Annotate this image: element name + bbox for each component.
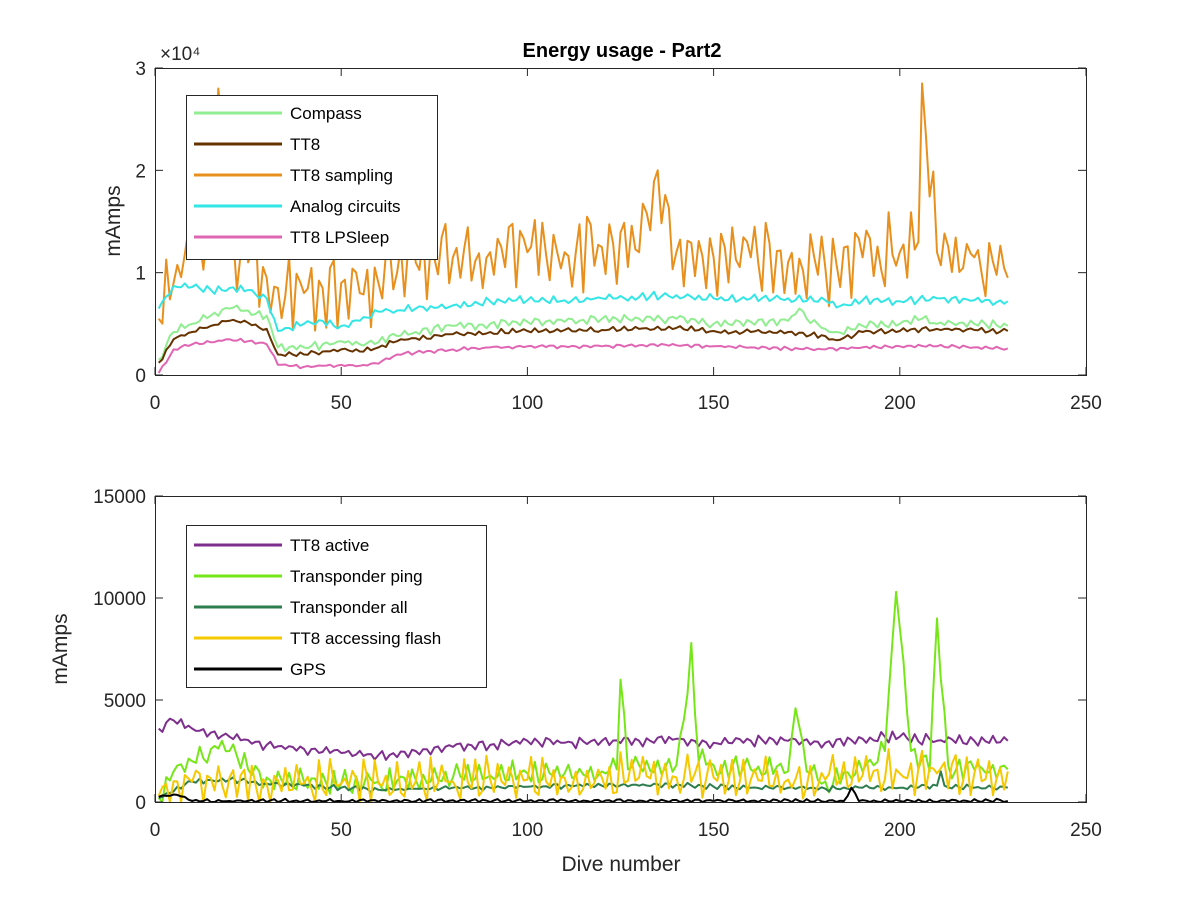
top-axes-box [155,68,1087,376]
top-legend-label-tt8: TT8 [290,135,320,154]
bottom-legend-label-transponder-all: Transponder all [290,598,408,617]
top-y-tick-label: 3 [135,59,146,80]
bottom-series-group [157,590,1009,803]
top-series-line-tt8 [158,318,1009,364]
bottom-y-axis-label: mAmps [49,613,72,684]
bottom-x-tick-label: 50 [331,820,352,841]
bottom-x-tick-label: 250 [1070,820,1102,841]
top-series-line-tt8-lpsleep [157,337,1009,374]
bottom-x-tick-label: 200 [884,820,916,841]
bottom-x-tick-label: 100 [512,820,544,841]
top-y-tick-label: 1 [135,264,146,285]
top-x-tick-label: 200 [884,393,916,414]
bottom-x-tick-label: 150 [698,820,730,841]
bottom-ticks: 0 50 100 150 200 250 0 5000 10000 15000 [93,487,1102,841]
bottom-x-axis-label: Dive number [561,853,680,876]
top-legend-box [186,95,438,260]
top-legend-label-tt8-sampling: TT8 sampling [290,166,393,185]
top-exponent-label: ×10⁴ [160,44,200,65]
bottom-y-tick-label: 0 [135,793,146,814]
top-y-tick-label: 0 [135,366,146,387]
top-chart-title: Energy usage - Part2 [523,40,722,62]
bottom-legend-label-tt8-active: TT8 active [290,536,369,555]
top-ticks: 0 50 100 150 200 250 0 1 2 3 [135,59,1101,414]
bottom-legend-label-tt8-accessing-flash: TT8 accessing flash [290,629,441,648]
bottom-axes-box [155,496,1087,803]
top-x-tick-label: 50 [331,393,352,414]
top-axes: Energy usage - Part2 ×10⁴ mAmps 0 50 100 15… [102,40,1102,414]
bottom-axes: mAmps Dive number 0 50 100 150 200 250 0 5000 10… [49,487,1102,876]
bottom-legend-label-gps: GPS [290,660,326,679]
top-series-line-tt8-sampling [157,82,1009,332]
bottom-y-tick-label: 5000 [104,691,146,712]
top-series-line-compass [158,304,1009,361]
bottom-y-tick-label: 15000 [93,487,146,508]
top-x-tick-label: 0 [150,393,161,414]
bottom-y-tick-label: 10000 [93,589,146,610]
top-legend-label-analog-circuits: Analog circuits [290,197,401,216]
bottom-legend-label-transponder-ping: Transponder ping [290,567,423,586]
top-x-tick-label: 250 [1070,393,1102,414]
bottom-series-line-tt8-active [158,717,1009,761]
top-y-axis-label: mAmps [102,185,125,256]
bottom-x-tick-label: 0 [150,820,161,841]
bottom-series-line-tt8-accessing-flash [157,748,1009,803]
top-series-group [157,82,1009,374]
top-x-tick-label: 100 [512,393,544,414]
top-y-tick-label: 2 [135,161,146,182]
top-x-tick-label: 150 [698,393,730,414]
bottom-legend: TT8 active Transponder ping Transponder al… [186,525,487,688]
top-legend-label-tt8-lpsleep: TT8 LPSleep [290,228,389,247]
top-series-line-analog-circuits [157,282,1009,332]
top-legend-label-compass: Compass [290,104,362,123]
bottom-series-line-transponder-ping [157,590,1009,803]
top-legend: Compass TT8 TT8 sampling Analog circuits TT8… [186,95,438,260]
